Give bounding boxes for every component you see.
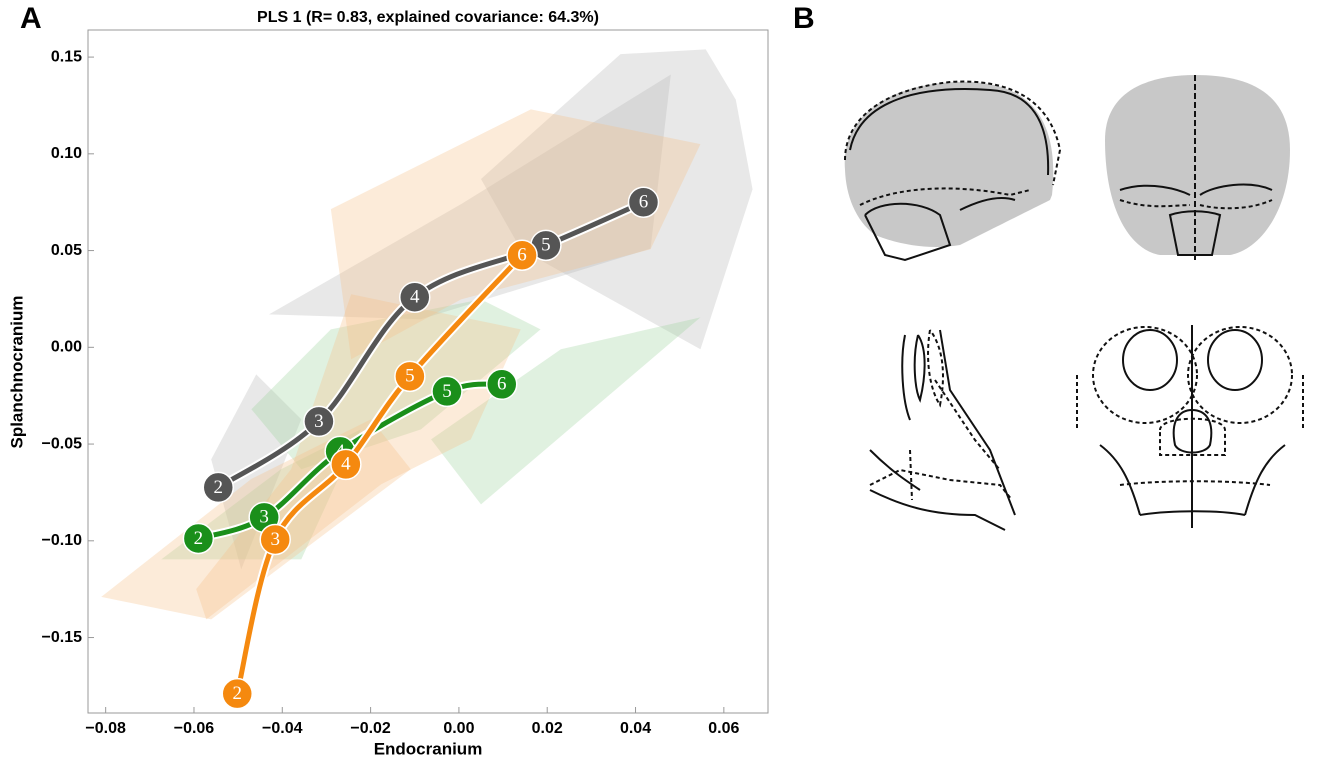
x-tick-label: −0.08 xyxy=(85,720,126,737)
point-label: 2 xyxy=(232,683,242,704)
point-label: 5 xyxy=(541,235,551,256)
skull-frontal xyxy=(1105,75,1290,260)
figure: A B PLS 1 (R= 0.83, explained covariance… xyxy=(0,0,1321,763)
outline-lateral xyxy=(870,330,1015,530)
page: {"panel_labels": ["A", "B"], "chart_data… xyxy=(0,0,1321,763)
y-tick-label: 0.05 xyxy=(51,242,82,259)
x-tick-label: −0.06 xyxy=(174,720,215,737)
point-label: 4 xyxy=(341,454,351,475)
point-label: 3 xyxy=(259,507,269,528)
point-label: 4 xyxy=(410,287,420,308)
point-label: 5 xyxy=(442,381,452,402)
x-tick-label: −0.02 xyxy=(350,720,391,737)
x-tick-label: 0.00 xyxy=(443,720,474,737)
y-tick-label: −0.05 xyxy=(42,435,83,452)
y-axis-label: Splanchnocranium xyxy=(7,295,26,448)
y-tick-label: 0.10 xyxy=(51,145,82,162)
x-tick-label: 0.06 xyxy=(708,720,739,737)
x-axis-label: Endocranium xyxy=(374,739,483,758)
point-label: 6 xyxy=(517,245,527,266)
y-tick-label: 0.00 xyxy=(51,339,82,356)
y-tick-label: −0.10 xyxy=(42,532,83,549)
outline-frontal xyxy=(1077,325,1303,528)
panel-label: B xyxy=(793,2,815,35)
point-label: 2 xyxy=(194,528,204,549)
point-label: 5 xyxy=(405,366,415,387)
x-tick-label: −0.04 xyxy=(262,720,303,737)
point-label: 6 xyxy=(497,374,507,395)
x-tick-label: 0.04 xyxy=(620,720,651,737)
point-label: 3 xyxy=(270,529,280,550)
point-label: 2 xyxy=(214,477,224,498)
chart-title: PLS 1 (R= 0.83, explained covariance: 64… xyxy=(257,9,599,26)
panel-label: A xyxy=(20,2,42,35)
point-label: 6 xyxy=(639,192,649,213)
x-tick-label: 0.02 xyxy=(532,720,563,737)
point-label: 3 xyxy=(314,411,324,432)
skull-lateral xyxy=(845,82,1060,260)
y-tick-label: 0.15 xyxy=(51,48,82,65)
y-tick-label: −0.15 xyxy=(42,629,83,646)
